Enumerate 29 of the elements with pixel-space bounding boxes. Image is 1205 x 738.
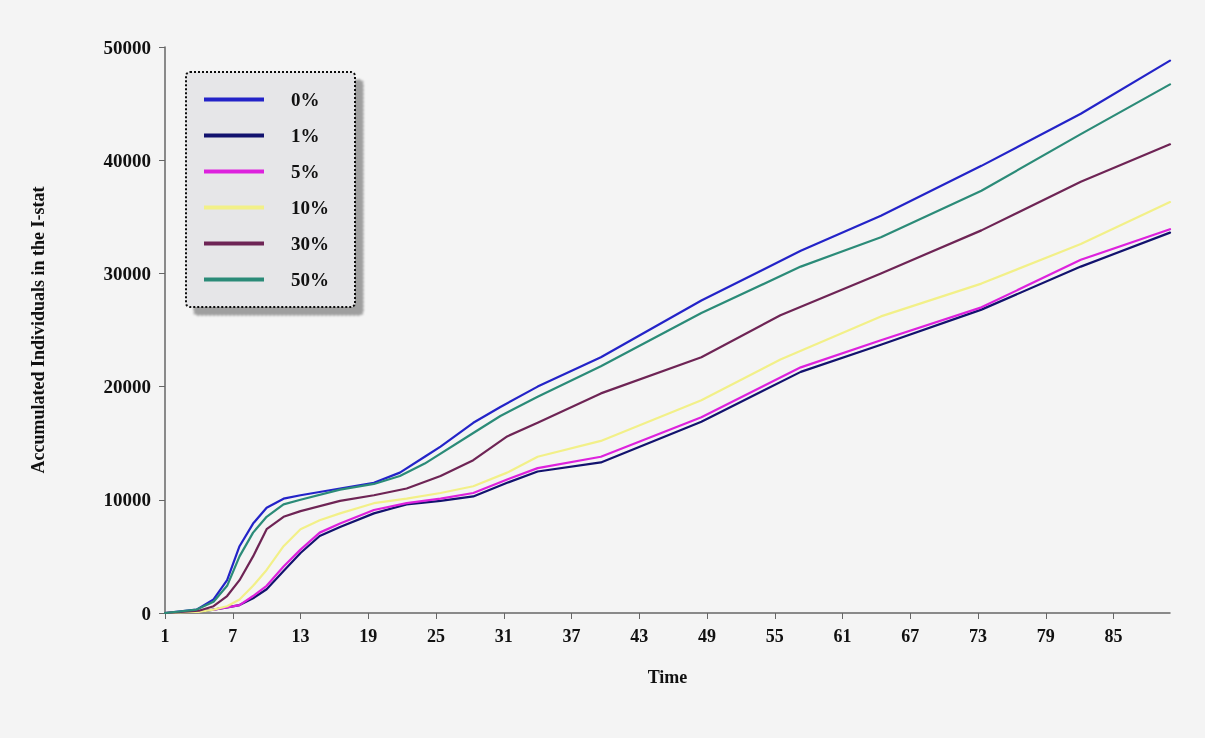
y-tick-label: 20000: [103, 376, 151, 398]
x-tick-label: 7: [228, 626, 238, 646]
x-tick-label: 67: [901, 626, 920, 646]
x-tick-label: 31: [494, 626, 513, 646]
x-tick-label: 73: [969, 626, 988, 646]
x-tick-label: 13: [291, 626, 310, 646]
legend-label: 50%: [291, 269, 329, 290]
x-tick-label: 55: [765, 626, 784, 646]
legend-label: 30%: [291, 233, 329, 254]
y-tick-label: 40000: [103, 149, 151, 171]
x-axis-title: Time: [647, 667, 688, 687]
x-tick-label: 25: [427, 626, 446, 646]
x-tick-label: 37: [562, 626, 581, 646]
x-tick-label: 43: [630, 626, 649, 646]
legend-label: 5%: [291, 161, 320, 182]
y-tick-label: 10000: [103, 489, 151, 511]
y-tick-label: 50000: [103, 36, 151, 58]
x-tick-label: 19: [359, 626, 378, 646]
x-tick-label: 85: [1104, 626, 1123, 646]
legend-label: 10%: [291, 197, 329, 218]
x-tick-label: 1: [160, 626, 170, 646]
y-tick-label: 30000: [103, 262, 151, 284]
legend-label: 1%: [291, 125, 320, 146]
y-axis-title: Accumulated Individuals in the I-stat: [28, 186, 48, 474]
y-tick-label: 0: [141, 602, 151, 624]
x-tick-label: 61: [833, 626, 852, 646]
legend-label: 0%: [291, 89, 320, 110]
x-tick-label: 79: [1036, 626, 1055, 646]
x-tick-label: 49: [698, 626, 717, 646]
